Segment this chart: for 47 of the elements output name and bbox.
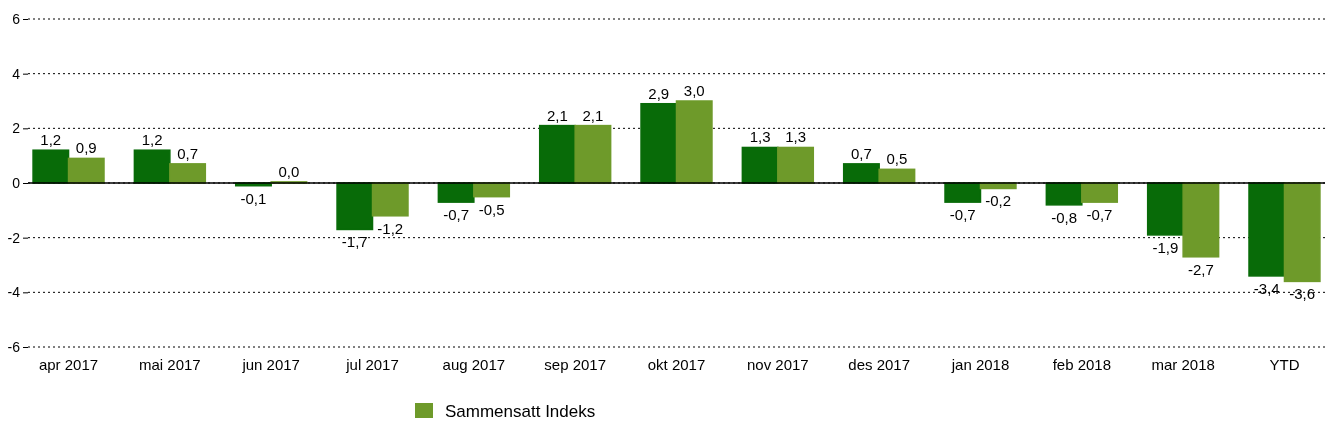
data-label: 1,2: [40, 131, 62, 149]
data-label: -0,5: [478, 200, 505, 218]
y-tick-label: 4: [12, 65, 21, 82]
data-label: -3,4: [1253, 279, 1280, 297]
y-tick-label: 2: [12, 120, 21, 137]
y-tick-label: -6: [7, 338, 21, 355]
legend-label: Sammensatt Indeks: [445, 402, 596, 421]
data-label: 2,1: [582, 106, 604, 124]
x-tick-label: apr 2017: [38, 355, 99, 373]
data-label: -1,2: [377, 219, 404, 237]
data-label: -1,9: [1152, 238, 1179, 256]
data-label: -0,8: [1051, 208, 1078, 226]
data-label: 0,5: [886, 150, 908, 168]
data-label: -1,7: [341, 233, 368, 251]
x-tick-label: jan 2018: [950, 355, 1010, 373]
data-label: 1,3: [785, 128, 806, 146]
data-label: 0,0: [278, 162, 300, 180]
x-tick-label: feb 2018: [1052, 355, 1112, 373]
data-label: -3,6: [1289, 285, 1316, 303]
data-label: 2,9: [648, 84, 670, 102]
x-tick-label: okt 2017: [647, 355, 706, 373]
data-label: -0,7: [949, 206, 976, 224]
data-label: -0,7: [1086, 206, 1113, 224]
data-label: -0,1: [240, 189, 267, 207]
x-tick-label: YTD: [1269, 355, 1300, 373]
y-tick-label: 0: [12, 174, 21, 191]
x-tick-label: sep 2017: [544, 355, 607, 373]
x-tick-label: aug 2017: [442, 355, 506, 373]
data-label: 2,1: [547, 106, 568, 124]
x-tick-label: mar 2018: [1151, 355, 1215, 373]
data-label: 1,2: [141, 131, 163, 149]
x-tick-label: mai 2017: [139, 355, 201, 373]
x-tick-label: nov 2017: [746, 355, 809, 373]
data-label: 0,7: [177, 144, 199, 162]
y-tick-label: 6: [12, 10, 21, 27]
x-tick-label: des 2017: [848, 355, 911, 373]
data-label: 1,3: [749, 128, 771, 146]
data-label: -0,7: [443, 206, 470, 224]
x-tick-label: jun 2017: [241, 355, 300, 373]
data-label: -0,2: [985, 192, 1012, 210]
data-label: 0,9: [75, 139, 97, 157]
data-label: 3,0: [683, 82, 705, 99]
y-tick-label: -4: [7, 284, 21, 301]
y-tick-label: -2: [7, 229, 21, 246]
data-label: -2,7: [1187, 260, 1214, 278]
x-tick-label: jul 2017: [345, 355, 399, 373]
data-label: 0,7: [850, 144, 872, 162]
